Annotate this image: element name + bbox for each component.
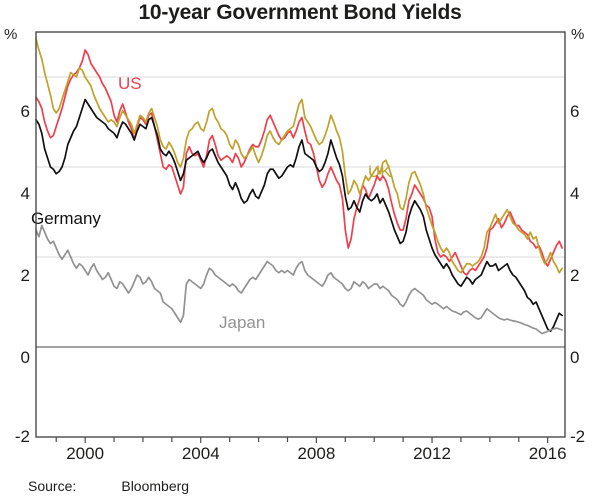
x-tick-label-2000: 2000 [66,444,105,463]
y-tick-label-2-left: 2 [20,266,30,285]
series-line-uk [35,37,563,274]
y-tick-label-4-right: 4 [570,184,580,203]
series-label-japan: Japan [219,313,266,332]
y-tick-label-4-left: 4 [20,184,30,203]
page-title: 10-year Government Bond Yields [138,1,462,24]
x-tick-label-2004: 2004 [181,444,220,463]
series-line-germany [35,98,563,333]
y-tick-label-0-left: 0 [20,348,30,367]
x-tick-label-2012: 2012 [413,444,451,463]
x-tick-label-2016: 2016 [528,444,567,463]
y-tick-label-6-left: 6 [20,102,30,121]
series-label-us: US [118,74,142,93]
x-tick-label-2008: 2008 [297,444,336,463]
y-tick-label-6-right: 6 [570,102,580,121]
series-label-germany: Germany [31,209,101,228]
plot-frame [35,31,566,438]
source-prefix: Source: [28,478,77,494]
y-axis-unit-right: % [571,26,585,43]
y-tick-label-neg2-right: -2 [570,427,586,446]
series-line-japan [35,224,563,335]
series-line-us [35,49,563,276]
y-tick-label-0-right: 0 [570,348,580,367]
source-value: Bloomberg [121,478,190,494]
y-tick-label-2-right: 2 [570,266,580,285]
source-note: Source: Bloomberg [28,478,189,494]
y-tick-label-neg2-left: -2 [14,427,30,446]
y-axis-unit-left: % [4,26,18,43]
